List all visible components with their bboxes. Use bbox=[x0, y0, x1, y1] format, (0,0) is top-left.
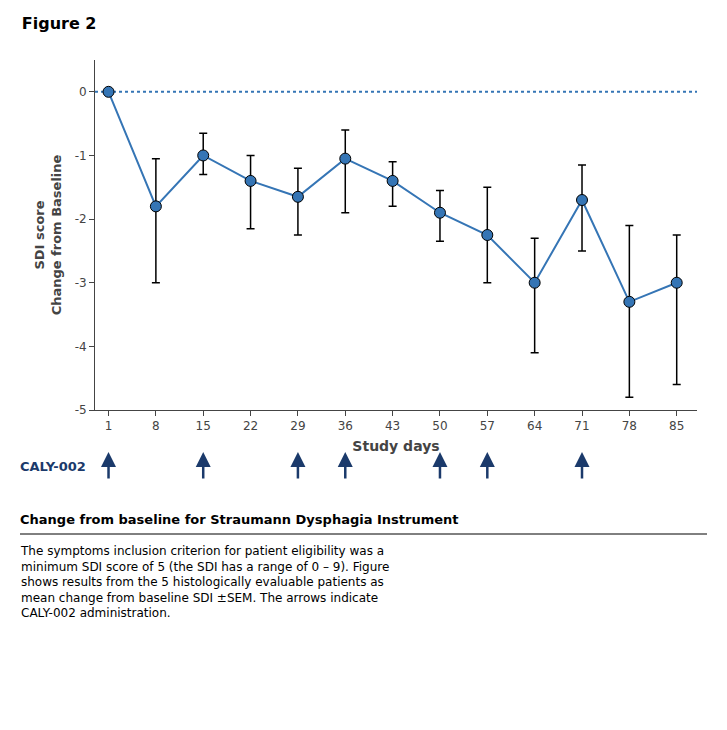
svg-text:The symptoms inclusion criteri: The symptoms inclusion criterion for pat… bbox=[20, 544, 389, 620]
svg-text:-3: -3 bbox=[75, 276, 87, 290]
svg-text:-2: -2 bbox=[75, 212, 87, 226]
svg-text:SDI scoreChange from Baseline: SDI scoreChange from Baseline bbox=[32, 154, 64, 315]
svg-text:22: 22 bbox=[243, 419, 258, 433]
svg-text:36: 36 bbox=[338, 419, 353, 433]
svg-text:29: 29 bbox=[290, 419, 305, 433]
svg-text:15: 15 bbox=[196, 419, 211, 433]
svg-text:71: 71 bbox=[574, 419, 589, 433]
svg-text:50: 50 bbox=[432, 419, 447, 433]
svg-text:78: 78 bbox=[622, 419, 637, 433]
svg-text:-1: -1 bbox=[75, 149, 87, 163]
svg-text:Study days: Study days bbox=[352, 438, 439, 454]
svg-text:CALY-002: CALY-002 bbox=[20, 459, 86, 474]
svg-text:0: 0 bbox=[79, 85, 87, 99]
svg-text:64: 64 bbox=[527, 419, 542, 433]
svg-text:1: 1 bbox=[105, 419, 113, 433]
svg-text:43: 43 bbox=[385, 419, 400, 433]
svg-text:-4: -4 bbox=[75, 340, 87, 354]
svg-text:Figure 2: Figure 2 bbox=[22, 14, 97, 33]
svg-text:85: 85 bbox=[669, 419, 684, 433]
svg-text:8: 8 bbox=[152, 419, 160, 433]
svg-text:57: 57 bbox=[480, 419, 495, 433]
svg-text:-5: -5 bbox=[75, 403, 87, 417]
svg-text:Change from baseline for Strau: Change from baseline for Straumann Dysph… bbox=[20, 512, 459, 527]
